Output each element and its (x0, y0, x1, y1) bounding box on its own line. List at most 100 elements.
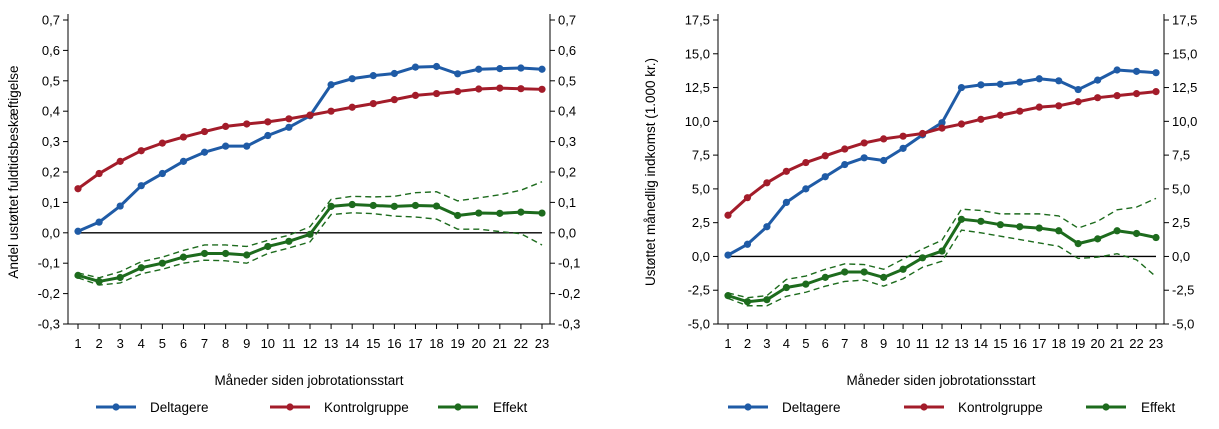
data-point-kontrolgruppe (390, 96, 398, 104)
data-point-effekt (517, 208, 525, 216)
data-point-effekt (200, 249, 209, 258)
data-point-deltagere (432, 62, 441, 71)
data-point-kontrolgruppe (1132, 90, 1141, 98)
data-point-deltagere (327, 81, 335, 89)
data-point-effekt (860, 268, 868, 276)
data-point-deltagere (1035, 75, 1043, 83)
x-tick-label: 17 (408, 336, 422, 351)
data-point-kontrolgruppe (977, 115, 985, 123)
x-tick-label: 14 (345, 336, 359, 351)
data-point-kontrolgruppe (348, 103, 356, 111)
data-point-deltagere (957, 83, 966, 92)
y-tick-label-left: 0,1 (42, 195, 60, 210)
legend-label-effekt: Effekt (1141, 400, 1176, 415)
data-point-kontrolgruppe (411, 91, 420, 99)
x-tick-label: 5 (802, 336, 809, 351)
data-point-deltagere (74, 227, 82, 235)
data-point-deltagere (1152, 69, 1160, 77)
data-point-effekt (1132, 229, 1141, 238)
x-tick-label: 19 (450, 336, 464, 351)
x-tick-label: 9 (880, 336, 887, 351)
data-point-effekt (1094, 235, 1102, 243)
data-point-kontrolgruppe (1152, 88, 1160, 96)
x-tick-label: 20 (471, 336, 485, 351)
data-point-effekt (116, 273, 124, 282)
series-line-effekt (77, 203, 543, 283)
x-tick-label: 23 (535, 336, 549, 351)
data-point-effekt (137, 264, 145, 272)
data-point-deltagere (782, 198, 790, 206)
y-tick-label-right: 0,7 (558, 13, 576, 28)
x-tick-label: 22 (1129, 336, 1143, 351)
x-tick-label: 4 (783, 336, 790, 351)
y-axis-title: Andel ustøttet fuldtidsbeskæftigelse (6, 65, 21, 278)
data-point-kontrolgruppe (116, 157, 124, 165)
data-point-deltagere (348, 75, 356, 83)
y-tick-label-left: 0,0 (42, 225, 60, 240)
data-point-kontrolgruppe (222, 122, 230, 130)
x-tick-label: 6 (180, 336, 187, 351)
data-point-kontrolgruppe (369, 100, 377, 108)
y-tick-label-left: 0,6 (42, 43, 60, 58)
x-tick-label: 15 (993, 336, 1007, 351)
data-point-effekt (348, 200, 356, 209)
data-point-kontrolgruppe (860, 139, 868, 147)
data-point-deltagere (454, 70, 462, 78)
data-point-effekt (306, 230, 314, 238)
data-point-kontrolgruppe (899, 132, 907, 140)
data-point-effekt (763, 296, 771, 304)
data-point-deltagere (179, 157, 188, 165)
data-point-deltagere (158, 169, 166, 178)
x-tick-label: 21 (1110, 336, 1124, 351)
data-point-kontrolgruppe (432, 89, 441, 98)
y-tick-label-right: 0,1 (558, 195, 576, 210)
data-point-kontrolgruppe (137, 147, 145, 155)
data-point-effekt (264, 242, 272, 251)
data-point-deltagere (743, 240, 752, 248)
data-point-kontrolgruppe (763, 179, 771, 187)
y-tick-label-right: 12,5 (1172, 80, 1197, 95)
data-point-deltagere (860, 154, 868, 162)
series-line-kontrolgruppe (77, 86, 543, 190)
y-tick-label-left: 0,3 (42, 134, 60, 149)
data-point-kontrolgruppe (475, 85, 483, 93)
data-point-effekt (957, 215, 966, 223)
data-point-kontrolgruppe (1035, 103, 1043, 111)
y-tick-label-left: 0,5 (42, 73, 60, 88)
data-point-deltagere (1132, 67, 1141, 75)
x-tick-label: 3 (763, 336, 770, 351)
data-point-kontrolgruppe (724, 211, 732, 219)
data-point-deltagere (369, 72, 377, 80)
x-tick-label: 16 (387, 336, 401, 351)
data-point-deltagere (841, 160, 849, 169)
y-axis-title: Ustøttet månedlig indkomst (1.000 kr.) (643, 58, 658, 286)
y-tick-label-right: 0,0 (558, 225, 576, 240)
data-point-kontrolgruppe (264, 118, 272, 126)
x-tick-label: 3 (117, 336, 124, 351)
y-tick-label-right: 5,0 (1172, 181, 1190, 196)
data-point-effekt (724, 292, 732, 300)
y-tick-label-left: -0,1 (38, 256, 60, 271)
legend-label-kontrolgruppe: Kontrolgruppe (324, 400, 409, 415)
legend-label-deltagere: Deltagere (782, 400, 841, 415)
data-point-kontrolgruppe (938, 124, 946, 132)
confidence-band-lower (77, 212, 543, 286)
data-point-effekt (1152, 233, 1160, 242)
data-point-effekt (1035, 224, 1043, 232)
data-point-deltagere (264, 131, 272, 140)
data-point-deltagere (222, 142, 230, 150)
x-tick-label: 7 (841, 336, 848, 351)
data-point-effekt (411, 201, 420, 210)
data-point-effekt (1074, 240, 1082, 248)
data-point-effekt (538, 209, 546, 217)
x-tick-label: 14 (974, 336, 988, 351)
y-tick-label-left: 2,5 (692, 215, 710, 230)
y-tick-label-right: 7,5 (1172, 148, 1190, 163)
data-point-kontrolgruppe (918, 129, 927, 138)
y-tick-label-left: 0,7 (42, 13, 60, 28)
y-tick-label-right: 10,0 (1172, 114, 1197, 129)
data-point-effekt (179, 253, 188, 261)
x-tick-label: 17 (1032, 336, 1046, 351)
confidence-band-lower (727, 229, 1157, 307)
y-tick-label-left: 7,5 (692, 148, 710, 163)
